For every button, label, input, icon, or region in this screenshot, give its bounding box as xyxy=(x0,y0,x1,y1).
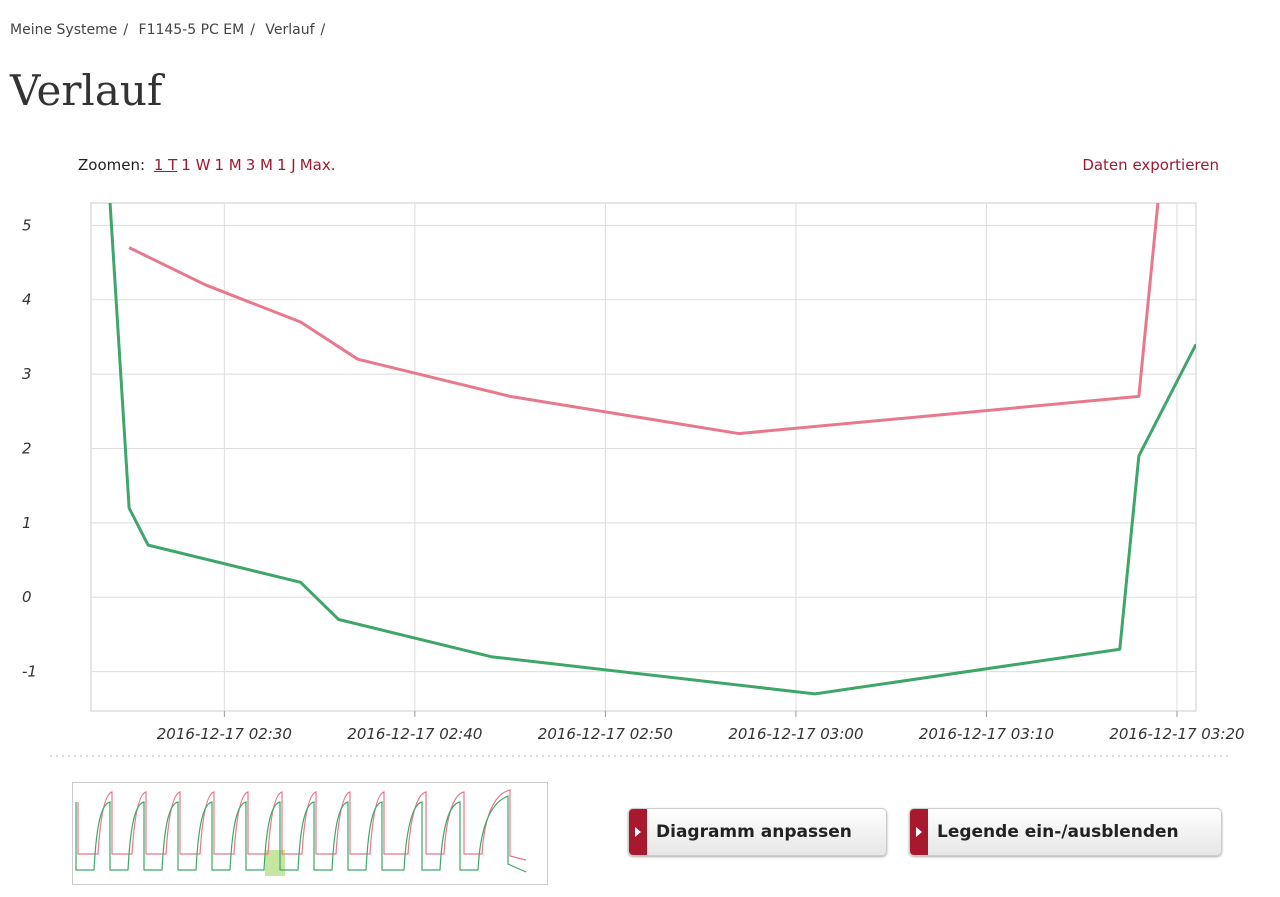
y-tick-label: 2 xyxy=(22,439,32,457)
y-tick-label: -1 xyxy=(22,663,37,681)
breadcrumb-link[interactable]: F1145-5 PC EM xyxy=(138,22,245,38)
y-tick-label: 1 xyxy=(22,514,32,532)
x-tick-label: 2016-12-17 02:30 xyxy=(157,725,292,743)
page-title: Verlauf xyxy=(10,66,163,115)
y-tick-label: 4 xyxy=(22,291,32,309)
breadcrumb-link[interactable]: Verlauf xyxy=(265,22,315,38)
x-tick-label: 2016-12-17 03:00 xyxy=(728,725,863,743)
button-label: Diagramm anpassen xyxy=(656,822,852,842)
export-link[interactable]: Daten exportieren xyxy=(1082,156,1219,174)
zoom-option[interactable]: Max. xyxy=(299,156,336,174)
zoom-option[interactable]: 1 J xyxy=(276,156,296,174)
y-tick-label: 0 xyxy=(22,588,32,606)
chart: -1 0 1 2 3 4 5 2016-12-17 02:30 2016-12-17 02:40… xyxy=(22,202,1245,757)
zoom-option[interactable]: 1 M xyxy=(214,156,242,174)
y-tick-label: 3 xyxy=(22,365,32,383)
x-tick-label: 2016-12-17 03:10 xyxy=(919,725,1054,743)
breadcrumb: Meine Systeme / F1145-5 PC EM / Verlauf / xyxy=(10,22,331,38)
series-line xyxy=(108,203,1196,696)
zoom-option[interactable]: 1 W xyxy=(181,156,211,174)
x-tick-label: 2016-12-17 02:40 xyxy=(347,725,482,743)
series-line xyxy=(128,203,1160,436)
button[interactable]: Diagramm anpassen xyxy=(628,808,887,856)
breadcrumb-link[interactable]: Meine Systeme xyxy=(10,22,118,38)
zoom-label: Zoomen: xyxy=(78,156,146,174)
plot-lines xyxy=(108,203,1196,696)
x-tick-label: 2016-12-17 02:50 xyxy=(538,725,673,743)
y-tick-label: 5 xyxy=(22,216,32,234)
separator: / xyxy=(320,22,326,38)
button-label: Legende ein-/ausblenden xyxy=(937,822,1179,842)
button[interactable]: Legende ein-/ausblenden xyxy=(909,808,1222,856)
zoom-option[interactable]: 1 T xyxy=(153,156,178,174)
separator: / xyxy=(250,22,255,38)
zoom-option[interactable]: 3 M xyxy=(245,156,273,174)
x-tick-label: 2016-12-17 03:20 xyxy=(1109,725,1244,743)
navigator[interactable] xyxy=(72,782,548,885)
separator: / xyxy=(123,22,129,38)
plot-frame xyxy=(90,202,1197,712)
